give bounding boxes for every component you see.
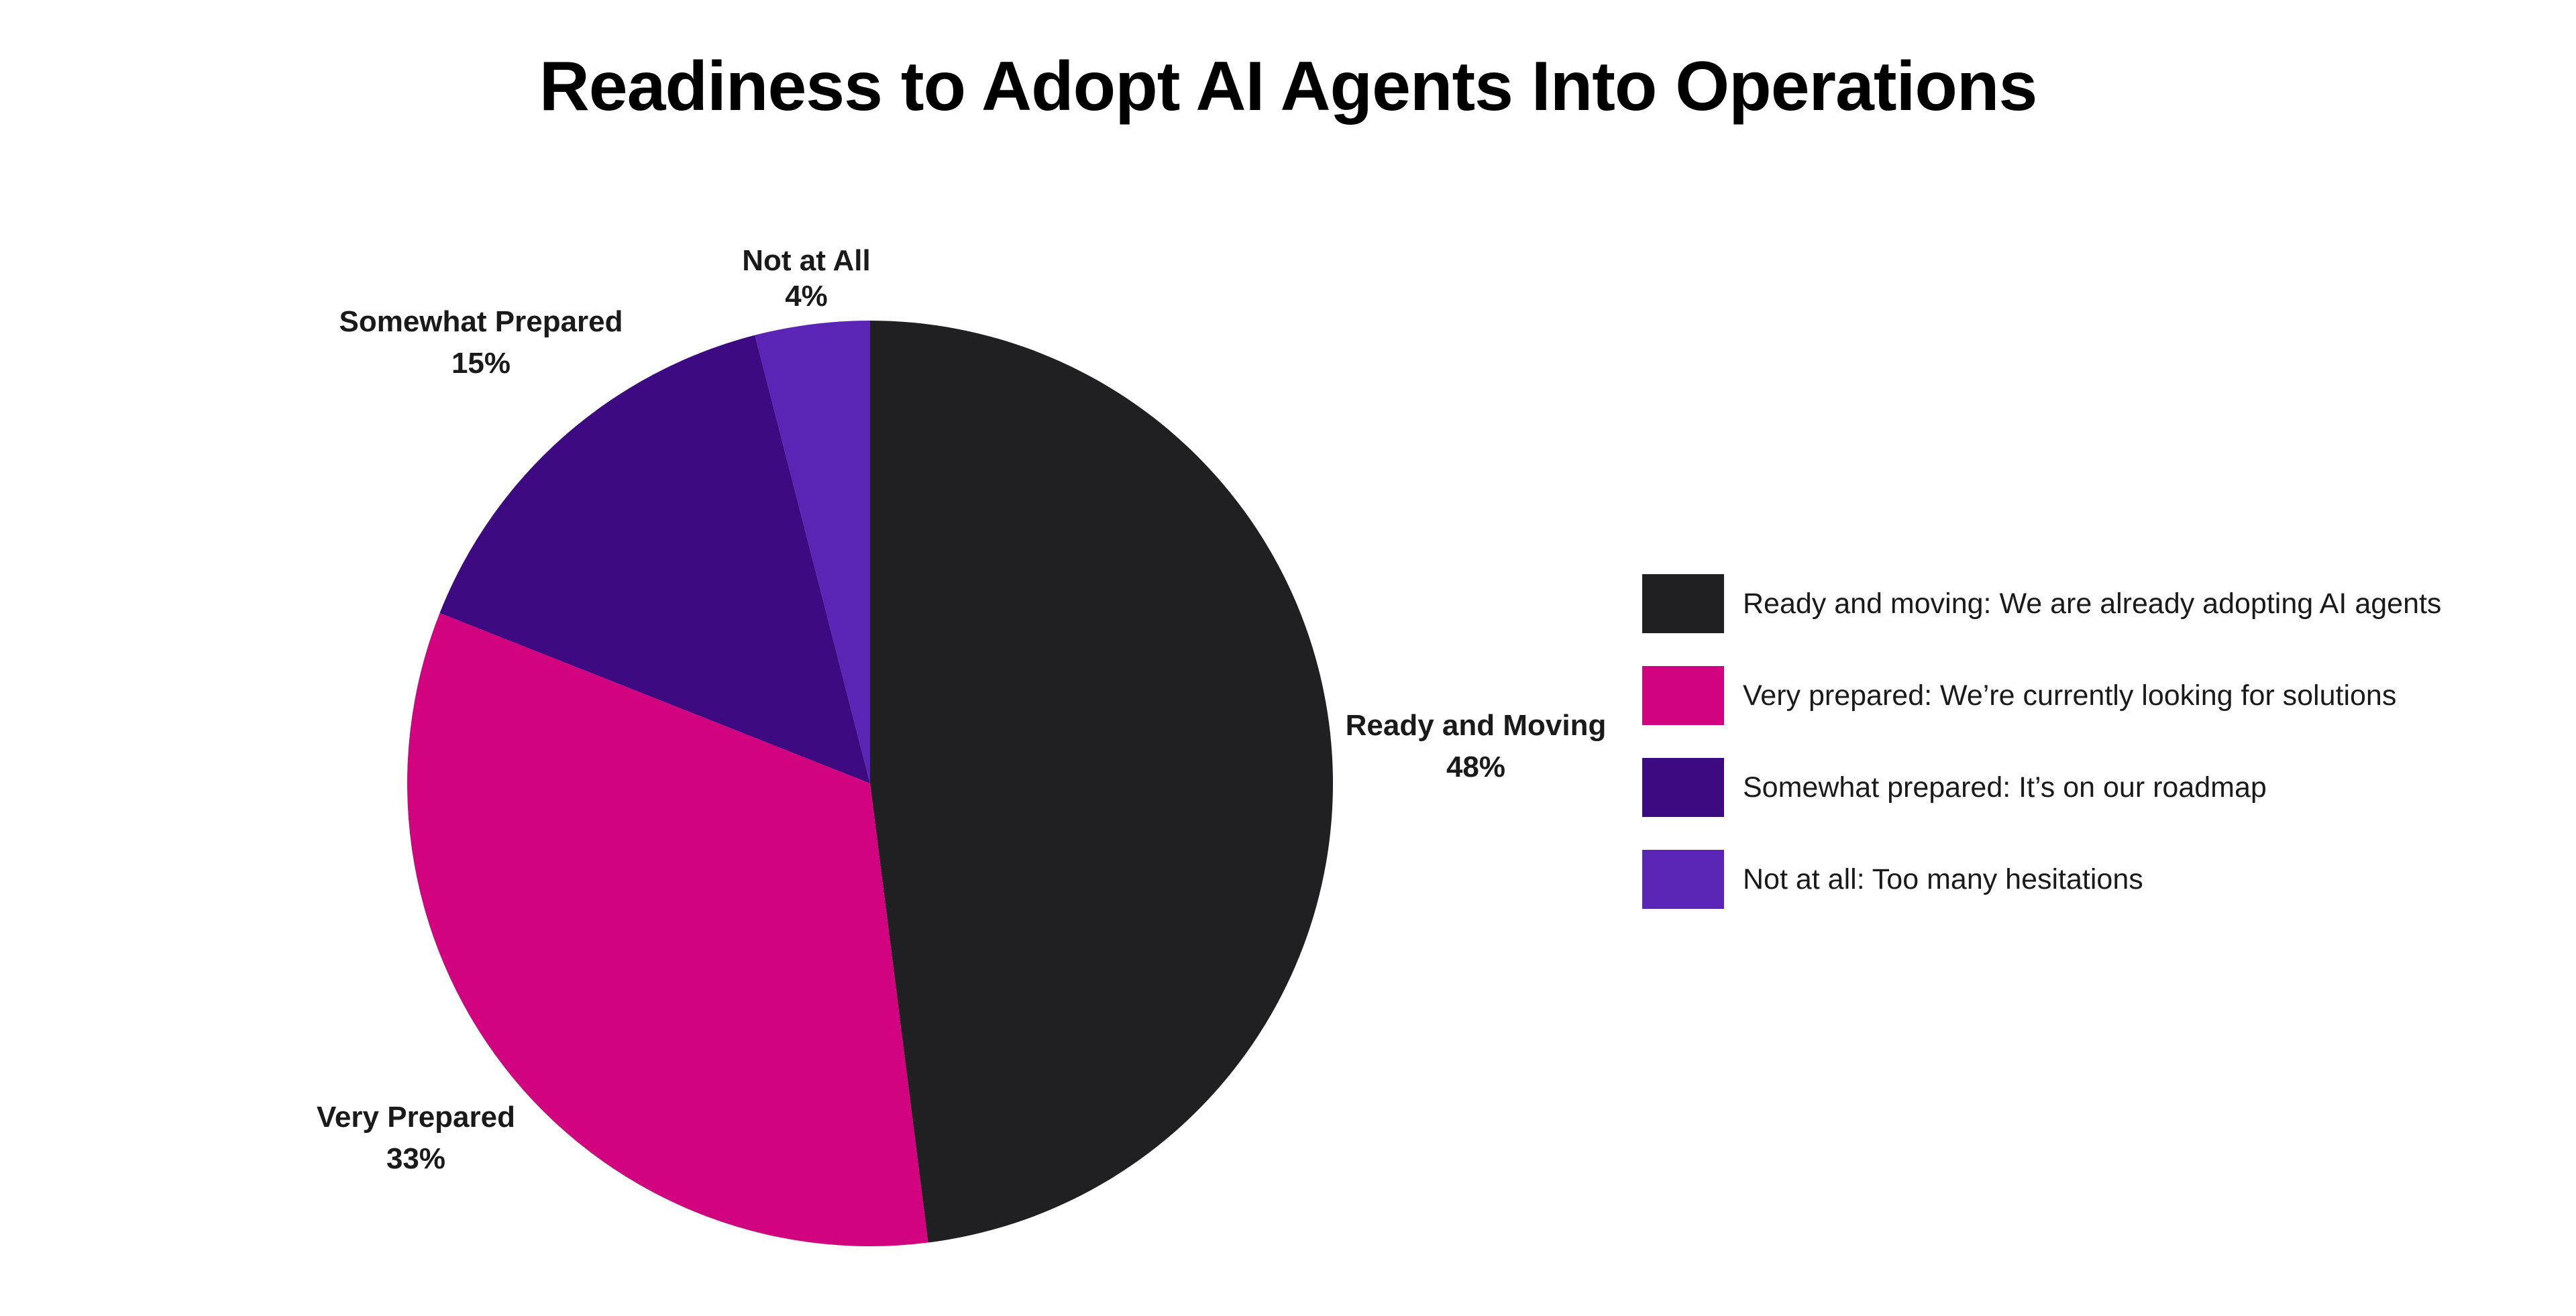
legend-swatch-somewhat-prepared [1642,758,1724,817]
slice-label-very-prepared: Very Prepared [317,1101,515,1134]
pie-slice-ready-and-moving [870,321,1334,1243]
slice-value-not-at-all: 4% [785,280,828,313]
slice-value-ready-and-moving: 48% [1446,751,1505,783]
legend-swatch-very-prepared [1642,666,1724,725]
legend-label: Somewhat prepared: It’s on our roadmap [1743,771,2267,804]
slice-label-somewhat-prepared: Somewhat Prepared [339,305,623,338]
legend-item-ready-and-moving: Ready and moving: We are already adoptin… [1642,574,2441,633]
pie-slice-very-prepared [407,612,928,1246]
slice-value-somewhat-prepared: 15% [451,347,511,380]
legend: Ready and moving: We are already adoptin… [1642,574,2441,942]
legend-item-somewhat-prepared: Somewhat prepared: It’s on our roadmap [1642,758,2441,817]
pie-slice-somewhat-prepared [439,335,870,783]
slice-label-ready-and-moving: Ready and Moving [1346,709,1607,742]
legend-label: Not at all: Too many hesitations [1743,863,2143,895]
pie-slices [407,321,1334,1246]
legend-swatch-not-at-all [1642,850,1724,909]
legend-swatch-ready-and-moving [1642,574,1724,633]
slice-value-very-prepared: 33% [386,1142,445,1175]
pie-labels: Ready and Moving 48% Very Prepared 33% Somew… [317,244,1606,1175]
legend-label: Very prepared: We’re currently looking f… [1743,679,2397,712]
chart-title: Readiness to Adopt AI Agents Into Operat… [539,48,2038,125]
legend-item-very-prepared: Very prepared: We’re currently looking f… [1642,666,2441,725]
legend-label: Ready and moving: We are already adoptin… [1743,587,2442,620]
legend-item-not-at-all: Not at all: Too many hesitations [1642,850,2441,909]
pie-slice-not-at-all [755,321,870,783]
slice-label-not-at-all: Not at All [742,244,870,277]
